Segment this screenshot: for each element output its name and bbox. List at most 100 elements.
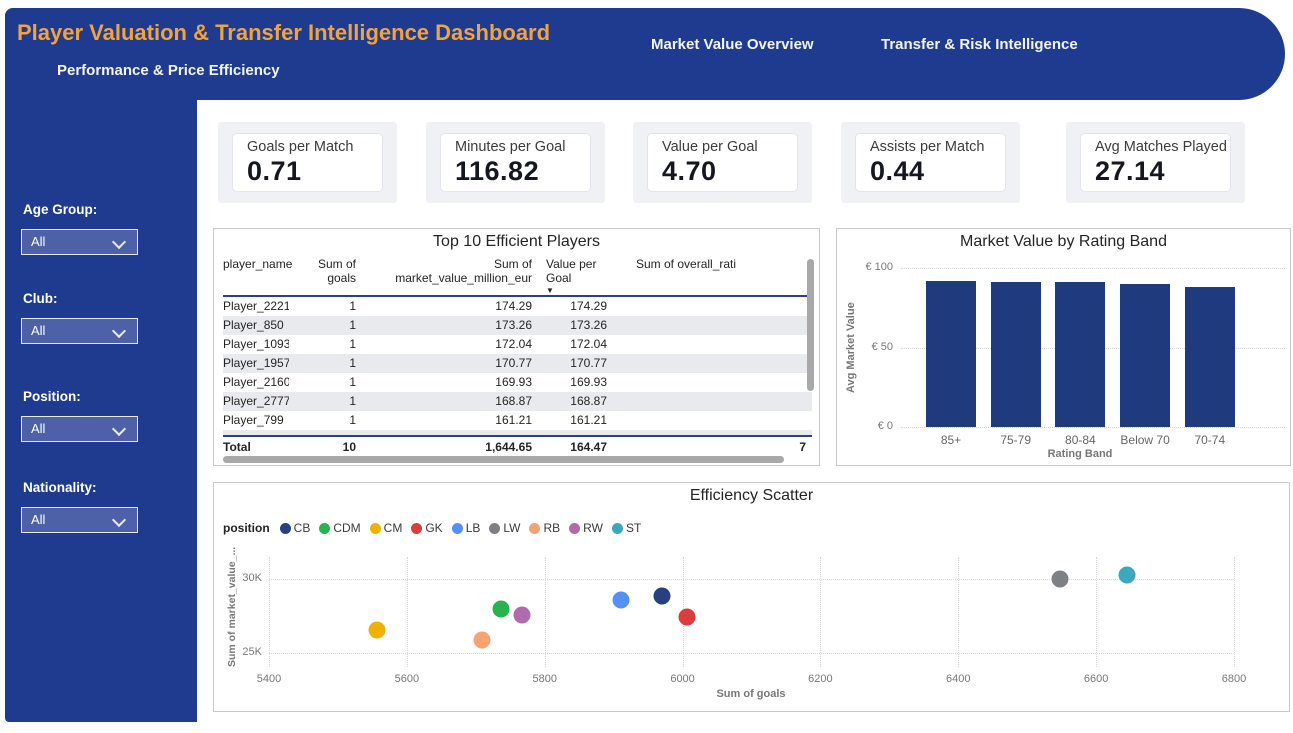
scatter-gridline-v: [406, 557, 408, 667]
sort-descending-icon: ▼: [546, 286, 554, 295]
column-header-sum-of-goals[interactable]: Sum of goals: [317, 257, 356, 285]
table-cell: Player_850: [223, 318, 284, 332]
scatter-x-tick-label: 5600: [394, 673, 420, 685]
scatter-gridline-v: [269, 557, 270, 667]
legend-item-st[interactable]: ST: [611, 521, 642, 535]
tab-performance-price-efficiency[interactable]: Performance & Price Efficiency: [57, 62, 280, 79]
legend-label: GK: [425, 521, 443, 535]
kpi-minutes-per-goal: Minutes per Goal 116.82: [426, 122, 605, 203]
filter-nationality: Nationality: All: [21, 480, 171, 533]
table-cell: 169.93: [570, 375, 607, 389]
column-header-player-name[interactable]: player_name: [223, 257, 293, 271]
scatter-x-tick-label: 6000: [670, 673, 695, 685]
table-cell: Player_2160: [223, 375, 289, 389]
scatter-point-lb[interactable]: [612, 591, 630, 609]
legend-label: RB: [543, 521, 561, 535]
scatter-point-rw[interactable]: [513, 606, 531, 624]
table-row[interactable]: Player_799 1 161.21 161.21: [223, 411, 812, 430]
table-cell: 1: [349, 413, 356, 427]
bar-80-84[interactable]: [1055, 282, 1106, 427]
bar-gridline: [901, 427, 1285, 428]
tab-transfer-risk-intelligence[interactable]: Transfer & Risk Intelligence: [881, 36, 1078, 53]
table-cell: [609, 392, 812, 411]
bar-70-74[interactable]: [1184, 287, 1235, 427]
tab-market-value-overview[interactable]: Market Value Overview: [651, 36, 814, 53]
nationality-dropdown[interactable]: All: [21, 507, 138, 533]
kpi-value: 116.82: [455, 156, 540, 186]
legend-item-lw[interactable]: LW: [489, 521, 520, 535]
scatter-point-cdm[interactable]: [492, 600, 510, 618]
bar-75-79[interactable]: [990, 282, 1041, 427]
top-efficient-players-panel: Top 10 Efficient Players player_name Sum …: [213, 228, 820, 466]
kpi-assists-per-match: Assists per Match 0.44: [841, 122, 1020, 203]
scatter-point-cm[interactable]: [368, 621, 386, 639]
bar-chart-title: Market Value by Rating Band: [960, 233, 1167, 250]
kpi-card: Goals per Match 0.71: [232, 133, 383, 192]
table-row[interactable]: Player_2221 1 174.29 174.29: [223, 296, 812, 316]
table-cell: [609, 296, 812, 316]
legend-item-cdm[interactable]: CDM: [319, 521, 361, 535]
bar-85-[interactable]: [926, 280, 976, 427]
bar-x-tick-label: 85+: [940, 433, 962, 447]
legend-label: ST: [625, 521, 642, 535]
kpi-card: Value per Goal 4.70: [647, 133, 798, 192]
scatter-gridline-v: [544, 557, 546, 667]
club-dropdown[interactable]: All: [21, 318, 138, 344]
total-cell: 1,644.65: [485, 440, 532, 454]
filter-age-group: Age Group: All: [21, 202, 171, 255]
bar-below-70[interactable]: [1120, 283, 1171, 427]
table-cell: 172.04: [570, 337, 607, 351]
table-row[interactable]: Player_2777 1 168.87 168.87: [223, 392, 812, 411]
legend-dot-icon: [529, 522, 541, 534]
kpi-label: Avg Matches Played: [1095, 139, 1227, 155]
scatter-point-cb[interactable]: [653, 587, 671, 605]
table-cell: [609, 354, 812, 373]
scatter-point-st[interactable]: [1118, 566, 1136, 584]
age-group-dropdown[interactable]: All: [21, 229, 138, 255]
scatter-point-gk[interactable]: [678, 608, 696, 626]
chevron-down-icon: [111, 512, 127, 528]
scatter-gridline-v: [820, 557, 822, 667]
legend-dot-icon: [611, 522, 623, 534]
column-header-sum-of-overall-rati[interactable]: Sum of overall_rati: [636, 257, 737, 271]
chevron-down-icon: [111, 323, 127, 339]
legend-dot-icon: [319, 522, 331, 534]
scatter-point-lw[interactable]: [1051, 570, 1069, 588]
total-cell: Total: [223, 440, 251, 454]
column-header-sum-of-market-value-million-eur[interactable]: Sum of market_value_million_eur: [395, 257, 532, 285]
scatter-title: Efficiency Scatter: [689, 487, 814, 504]
table-cell: 1: [349, 356, 356, 370]
scatter-point-rb[interactable]: [473, 631, 491, 649]
dropdown-value: All: [31, 323, 46, 338]
legend-item-lb[interactable]: LB: [451, 521, 480, 535]
table-row[interactable]: Player_850 1 173.26 173.26: [223, 316, 812, 335]
table-cell: 1: [349, 299, 356, 313]
header-bar: Player Valuation & Transfer Intelligence…: [5, 8, 1285, 100]
filter-club: Club: All: [21, 291, 171, 344]
kpi-goals-per-match: Goals per Match 0.71: [218, 122, 397, 203]
scatter-gridline-v: [1096, 557, 1098, 667]
total-cell: 164.47: [570, 440, 607, 454]
legend-item-rb[interactable]: RB: [529, 521, 560, 535]
legend-item-cb[interactable]: CB: [279, 521, 310, 535]
legend-item-rw[interactable]: RW: [569, 521, 603, 535]
horizontal-scrollbar-thumb[interactable]: [223, 456, 784, 463]
legend-title: position: [223, 521, 270, 535]
kpi-value-per-goal: Value per Goal 4.70: [633, 122, 812, 203]
table-cell: Player_2777: [223, 394, 289, 408]
legend-item-cm[interactable]: CM: [369, 521, 402, 535]
table-cell: 170.77: [570, 356, 607, 370]
vertical-scrollbar-thumb[interactable]: [807, 259, 814, 391]
table-row[interactable]: Player_1957 1 170.77 170.77: [223, 354, 812, 373]
legend-item-gk[interactable]: GK: [411, 521, 443, 535]
position-dropdown[interactable]: All: [21, 416, 138, 442]
bar-x-tick-label: 75-79: [1000, 433, 1032, 447]
table-cell: 173.26: [570, 318, 607, 332]
bar-y-tick-label: € 50: [871, 340, 893, 353]
table-title: Top 10 Efficient Players: [433, 233, 600, 250]
scatter-x-tick-label: 6200: [808, 673, 833, 685]
table-row[interactable]: Player_1093 1 172.04 172.04: [223, 335, 812, 354]
table-row[interactable]: Player_2160 1 169.93 169.93: [223, 373, 812, 392]
scatter-y-tick-label: 25K: [242, 646, 262, 658]
column-header-value-per-goal[interactable]: Value per Goal ▼: [534, 255, 609, 296]
